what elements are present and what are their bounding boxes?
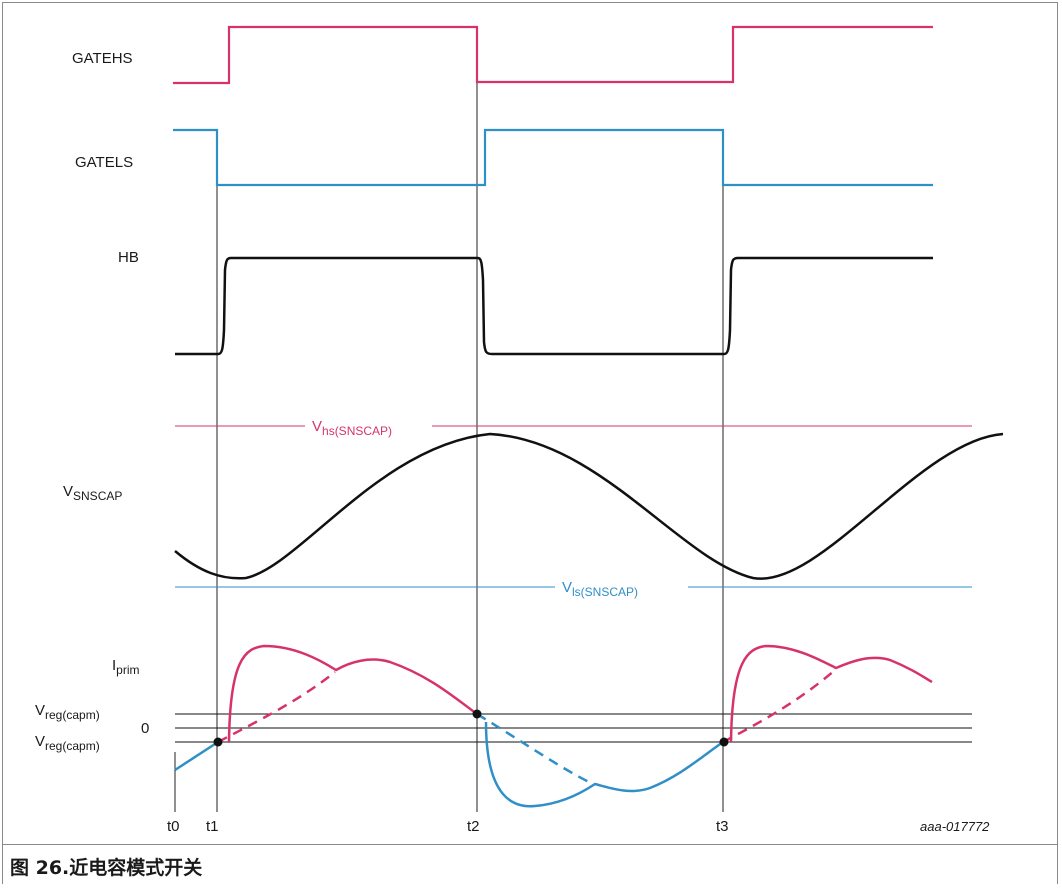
vhs-threshold-label: Vhs(SNSCAP) [312,418,392,438]
t3-label: t3 [716,818,729,835]
figure-code: aaa-017772 [920,819,990,834]
t0-label: t0 [167,818,180,835]
hb-label: HB [118,249,139,266]
vsnscap-label: VSNSCAP [63,483,122,503]
t1-label: t1 [206,818,219,835]
vreg-top-label: Vreg(capm) [35,702,100,722]
iprim-label: Iprim [112,657,140,677]
gatels-waveform [173,128,933,187]
intersection-dots [213,709,729,747]
vreg-bottom-label: Vreg(capm) [35,733,100,753]
hb-waveform [175,256,933,356]
gatehs-label: GATEHS [72,50,133,67]
iprim-reference-lines [175,713,972,743]
gatehs-waveform [173,25,933,85]
iprim-negative-current [174,712,724,808]
t1-dot [213,737,223,747]
caption-bar: 图 26.近电容模式开关 [3,844,1057,884]
gatels-label: GATELS [75,154,133,171]
t3-dot [719,737,729,747]
t2-label: t2 [467,818,480,835]
iprim-positive-current [217,644,933,744]
t2-dot [472,709,482,719]
vsnscap-waveform [174,432,1004,580]
time-markers [174,82,724,812]
zero-label: 0 [141,720,149,737]
figure-caption: 图 26.近电容模式开关 [10,857,203,879]
vls-threshold-label: Vls(SNSCAP) [562,579,638,599]
